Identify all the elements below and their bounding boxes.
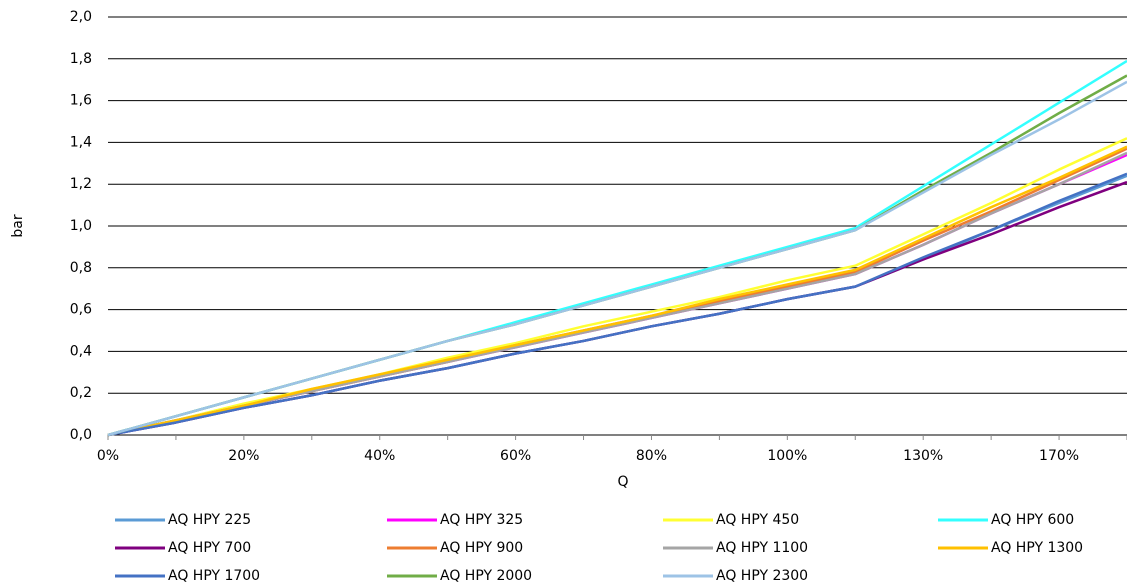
y-tick-label: 1,2 (70, 176, 92, 192)
legend-label: AQ HPY 1100 (716, 540, 808, 556)
legend-label: AQ HPY 2300 (716, 568, 808, 584)
x-tick-label: 0% (97, 448, 119, 464)
x-tick-label: 60% (500, 448, 531, 464)
legend-label: AQ HPY 1300 (991, 540, 1083, 556)
series-line (107, 59, 1127, 437)
y-tick-label: 1,4 (70, 134, 92, 150)
legend-label: AQ HPY 2000 (440, 568, 532, 584)
x-tick-label: 170% (1039, 448, 1079, 464)
legend-label: AQ HPY 325 (440, 512, 523, 528)
y-tick-label: 1,6 (70, 93, 92, 109)
x-tick-label: 100% (767, 448, 807, 464)
legend-label: AQ HPY 900 (440, 540, 523, 556)
series-line (107, 172, 1127, 437)
legend-label: AQ HPY 700 (168, 540, 251, 556)
series-line (107, 80, 1127, 437)
y-tick-label: 0,8 (70, 260, 92, 276)
y-tick-label: 2,0 (70, 9, 92, 25)
x-tick-label: 80% (636, 448, 667, 464)
y-tick-label: 1,8 (70, 51, 92, 67)
y-tick-label: 1,0 (70, 218, 92, 234)
x-tick-label: 20% (228, 448, 259, 464)
series-line (107, 74, 1127, 437)
y-tick-label: 0,6 (70, 302, 92, 318)
y-tick-label: 0,2 (70, 385, 92, 401)
series-line (107, 137, 1127, 437)
legend-label: AQ HPY 450 (716, 512, 799, 528)
y-tick-label: 0,0 (70, 427, 92, 443)
legend-label: AQ HPY 225 (168, 512, 251, 528)
y-tick-label: 0,4 (70, 343, 92, 359)
legend-label: AQ HPY 1700 (168, 568, 260, 584)
x-axis-label: Q (617, 474, 628, 490)
x-tick-label: 40% (364, 448, 395, 464)
series-line (107, 145, 1127, 437)
legend-label: AQ HPY 600 (991, 512, 1074, 528)
y-axis-label: bar (10, 214, 26, 237)
x-tick-label: 130% (903, 448, 943, 464)
